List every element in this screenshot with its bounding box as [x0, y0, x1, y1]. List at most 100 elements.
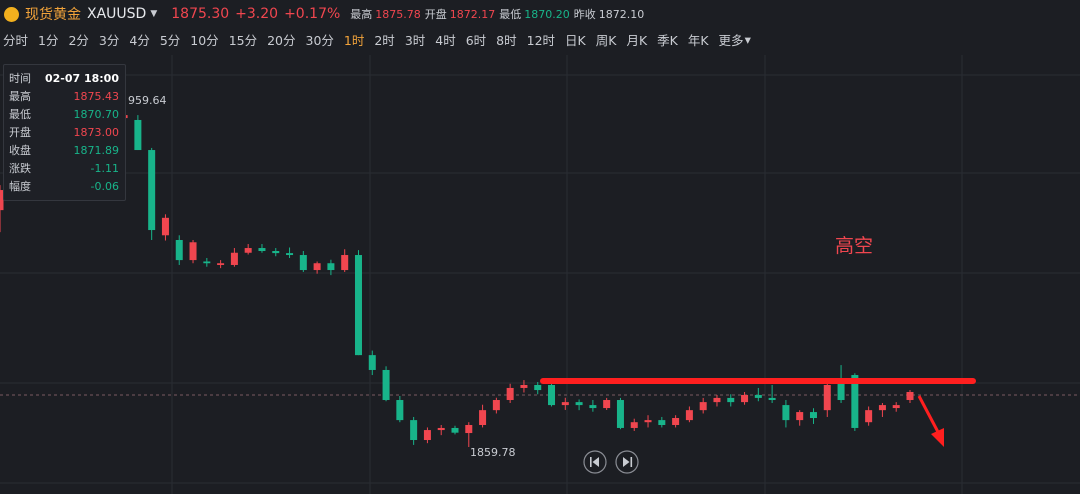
- candle-body: [492, 400, 500, 411]
- stat-label: 最高: [350, 8, 373, 21]
- candle-body: [258, 248, 266, 252]
- tooltip-label: 涨跌: [9, 162, 31, 175]
- candle-body: [134, 119, 142, 151]
- candle-body: [589, 405, 597, 409]
- candle-body: [906, 391, 914, 401]
- tooltip-value: 1871.89: [73, 144, 120, 157]
- tooltip-row: 涨跌 -1.11: [4, 160, 125, 178]
- candle-body: [851, 375, 859, 428]
- timeframe-tab[interactable]: 1时: [343, 32, 365, 48]
- tooltip-value: -0.06: [90, 180, 119, 193]
- stat-value: 1875.78: [375, 7, 421, 21]
- candle-body: [368, 355, 376, 370]
- candle-body: [616, 400, 624, 428]
- candle-body: [809, 412, 817, 419]
- tooltip-value: 1873.00: [73, 126, 120, 139]
- candle-body: [341, 255, 349, 271]
- timeframe-tab[interactable]: 10分: [190, 32, 219, 48]
- timeframe-tab[interactable]: 日K: [565, 32, 586, 48]
- annotation: 高空: [835, 235, 873, 257]
- candle-body: [396, 400, 404, 421]
- timeframe-tab[interactable]: 年K: [687, 32, 709, 48]
- candle-body: [161, 217, 169, 236]
- candle-body: [672, 418, 680, 425]
- min-label: 1859.78: [470, 446, 516, 459]
- candle-body: [520, 384, 528, 388]
- candle-body: [410, 420, 418, 441]
- change-pct: +0.17%: [284, 6, 341, 22]
- candle-body: [630, 422, 638, 428]
- candle-body: [354, 255, 362, 356]
- timeframe-tab[interactable]: 3分: [98, 32, 120, 48]
- timeframe-tab[interactable]: 4时: [435, 32, 456, 48]
- prev-button[interactable]: [583, 450, 607, 474]
- timeframe-tab[interactable]: 6时: [465, 32, 487, 48]
- candle-body: [382, 369, 390, 401]
- candle-body: [768, 397, 776, 401]
- timeframe-tab[interactable]: 季K: [657, 32, 678, 48]
- timeframe-tab[interactable]: 5分: [159, 32, 181, 48]
- timeframe-tab[interactable]: 更多: [718, 32, 744, 48]
- candle-body: [782, 405, 790, 421]
- candle-body: [727, 397, 735, 403]
- candle-body: [313, 263, 321, 271]
- candle-body: [479, 410, 487, 425]
- timeframe-tab[interactable]: 分时: [3, 32, 29, 48]
- candle-body: [272, 251, 280, 254]
- candle-body: [203, 261, 211, 264]
- candle-body: [865, 410, 873, 423]
- timeframe-tab[interactable]: 1分: [38, 32, 59, 48]
- instrument-name[interactable]: 现货黄金: [25, 7, 81, 23]
- tooltip-row: 最高 1875.43: [4, 88, 125, 106]
- tooltip-value: 02-07 18:00: [44, 72, 119, 85]
- timeframe-tab[interactable]: 周K: [595, 32, 617, 48]
- candle-body: [286, 253, 294, 256]
- candle-body: [699, 402, 707, 411]
- tooltip-label: 幅度: [9, 180, 31, 193]
- timeframe-tab[interactable]: 月K: [626, 32, 648, 48]
- candle-body: [244, 248, 252, 253]
- candle-body: [603, 400, 611, 409]
- symbol[interactable]: XAUUSD: [87, 6, 147, 22]
- candle-body: [299, 255, 307, 271]
- stat-value: 1870.20: [524, 7, 570, 21]
- timeframe-tab[interactable]: 12时: [526, 32, 556, 48]
- more-caret[interactable]: ▾: [744, 31, 751, 47]
- candle-body: [506, 387, 514, 401]
- tooltip: 时间 02-07 18:00 最高 1875.43 最低 1870.70 开盘 1873.00…: [3, 64, 126, 201]
- timeframe-tab[interactable]: 2分: [68, 32, 89, 48]
- tooltip-label: 最低: [9, 108, 31, 121]
- dropdown-caret[interactable]: ▼: [150, 9, 158, 19]
- header: 现货黄金 XAUUSD ▼ 1875.30 +3.20 +0.17% 最高 187…: [0, 0, 1080, 28]
- candle-body: [754, 394, 762, 398]
- timeframe-tab[interactable]: 15分: [228, 32, 258, 48]
- tooltip-row: 时间 02-07 18:00: [4, 70, 125, 88]
- tooltip-row: 开盘 1873.00: [4, 124, 125, 142]
- timeframe-tab[interactable]: 30分: [305, 32, 334, 48]
- candle-body: [437, 427, 445, 431]
- change: +3.20: [235, 6, 279, 22]
- candle-body: [575, 402, 583, 406]
- next-button[interactable]: [615, 450, 639, 474]
- candle-body: [327, 263, 335, 271]
- timeframe-tab[interactable]: 8时: [496, 32, 517, 48]
- candle-body: [685, 410, 693, 421]
- candle-body: [741, 394, 749, 403]
- candle-body: [796, 412, 804, 421]
- stat-label: 昨收: [573, 8, 596, 21]
- max-label: 959.64: [128, 94, 167, 107]
- candle-body: [217, 263, 225, 265]
- price: 1875.30: [171, 6, 230, 22]
- timeframe-tab[interactable]: 2时: [374, 32, 395, 48]
- candle-body: [534, 384, 542, 391]
- stat-value: 1872.17: [449, 7, 496, 21]
- tooltip-label: 最高: [9, 90, 31, 103]
- candle-body: [230, 252, 238, 265]
- timeframe-tab[interactable]: 20分: [267, 32, 296, 48]
- candle-body: [644, 420, 652, 423]
- tooltip-label: 收盘: [9, 144, 31, 157]
- timeframe-tab[interactable]: 4分: [129, 32, 150, 48]
- candle-body: [837, 380, 845, 401]
- tooltip-row: 最低 1870.70: [4, 106, 125, 124]
- timeframe-tab[interactable]: 3时: [404, 32, 426, 48]
